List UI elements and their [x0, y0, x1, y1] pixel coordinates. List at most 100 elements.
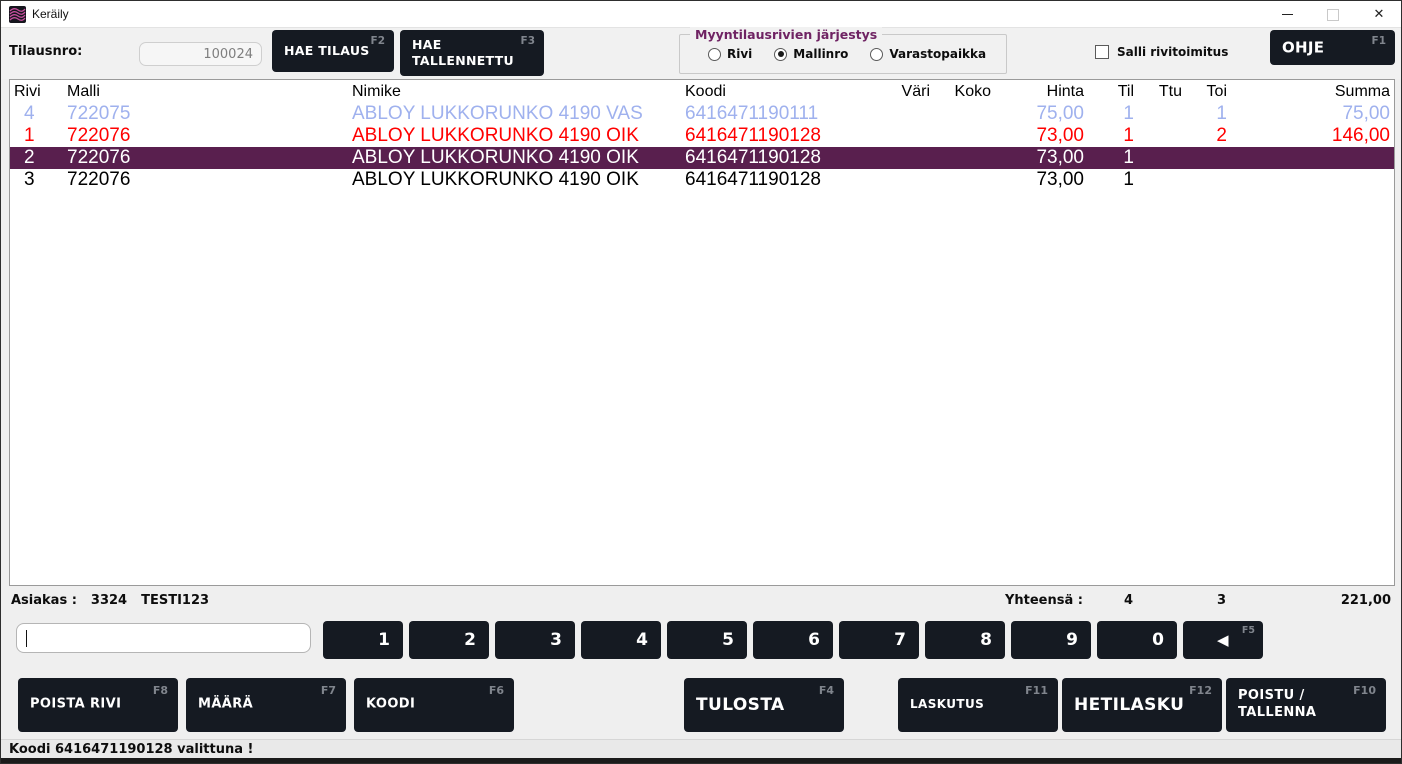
- key-number: 6: [808, 630, 820, 650]
- cell: 6416471190128: [685, 147, 821, 168]
- table-row[interactable]: 3 722076 ABLOY LUKKORUNKO 4190 OIK 64164711…: [10, 169, 1394, 191]
- order-number-input[interactable]: [139, 42, 262, 66]
- column-header-malli: Malli: [67, 82, 100, 100]
- maximize-icon: [1327, 8, 1339, 21]
- cell: 722076: [67, 169, 131, 190]
- invoicing-button[interactable]: LASKUTUS F11: [898, 678, 1058, 732]
- fkey-hint: F10: [1353, 684, 1376, 697]
- key-number: 3: [550, 630, 562, 650]
- keypad-key-9[interactable]: 9: [1011, 621, 1091, 659]
- cell: 73,00: [1036, 125, 1084, 146]
- column-header-til: Til: [1117, 82, 1134, 100]
- fkey-hint: F7: [320, 684, 336, 697]
- keypad-key-4[interactable]: 4: [581, 621, 661, 659]
- keypad-key-3[interactable]: 3: [495, 621, 575, 659]
- cell: 6416471190128: [685, 125, 821, 146]
- radio-varastopaikka[interactable]: Varastopaikka: [870, 47, 986, 61]
- total-label: Yhteensä :: [1004, 592, 1083, 608]
- customer-label: Asiakas :: [11, 592, 77, 608]
- key-number: 0: [1152, 630, 1164, 650]
- radio-mallinro[interactable]: Mallinro: [774, 47, 848, 61]
- radio-icon[interactable]: [870, 47, 884, 61]
- table-row[interactable]: 2 722076 ABLOY LUKKORUNKO 4190 OIK 64164711…: [10, 147, 1394, 169]
- cell: 1: [24, 125, 35, 146]
- table-body: 4 722075 ABLOY LUKKORUNKO 4190 VAS 64164711…: [10, 103, 1394, 191]
- column-header-hinta: Hinta: [1046, 82, 1084, 100]
- title-bar: Keräily ✕: [1, 1, 1401, 28]
- fkey-hint: F12: [1189, 684, 1212, 697]
- print-button[interactable]: TULOSTA F4: [684, 678, 844, 732]
- cell: ABLOY LUKKORUNKO 4190 OIK: [352, 169, 639, 190]
- column-header-rivi: Rivi: [14, 82, 41, 100]
- table-row[interactable]: 1 722076 ABLOY LUKKORUNKO 4190 OIK 64164711…: [10, 125, 1394, 147]
- key-number: 9: [1066, 630, 1078, 650]
- cell: 146,00: [1331, 125, 1390, 146]
- keypad-backspace-button[interactable]: ◀ F5: [1183, 621, 1263, 659]
- fetch-order-button[interactable]: HAE TILAUS F2: [272, 30, 394, 72]
- column-header-väri: Väri: [901, 82, 930, 100]
- fkey-hint: F3: [520, 35, 535, 47]
- exit-save-button[interactable]: POISTU / TALLENNA F10: [1226, 678, 1386, 732]
- quantity-button[interactable]: MÄÄRÄ F7: [186, 678, 346, 732]
- cell: 1: [1216, 103, 1227, 124]
- radio-icon[interactable]: [774, 47, 788, 61]
- cell: 2: [24, 147, 35, 168]
- cell: 73,00: [1036, 169, 1084, 190]
- left-triangle-icon: ◀: [1217, 631, 1229, 649]
- checkbox-box[interactable]: [1095, 45, 1109, 59]
- cell: 722076: [67, 147, 131, 168]
- fkey-hint: F2: [370, 35, 385, 47]
- key-number: 1: [378, 630, 390, 650]
- fkey-hint: F4: [818, 684, 834, 697]
- column-header-koko: Koko: [954, 82, 991, 100]
- customer-number: 3324: [90, 592, 128, 608]
- minimize-button[interactable]: [1264, 1, 1310, 28]
- allow-row-delivery-checkbox[interactable]: Salli rivitoimitus: [1095, 45, 1228, 59]
- close-icon: ✕: [1373, 7, 1385, 22]
- instant-invoice-button[interactable]: HETILASKU F12: [1062, 678, 1222, 732]
- radio-rivi[interactable]: Rivi: [708, 47, 752, 61]
- cell: 73,00: [1036, 147, 1084, 168]
- table-row[interactable]: 4 722075 ABLOY LUKKORUNKO 4190 VAS 64164711…: [10, 103, 1394, 125]
- keypad-key-5[interactable]: 5: [667, 621, 747, 659]
- order-number-label: Tilausnro:: [9, 44, 83, 59]
- text-caret: [26, 630, 27, 647]
- cell: ABLOY LUKKORUNKO 4190 VAS: [352, 103, 643, 124]
- code-button[interactable]: KOODI F6: [354, 678, 514, 732]
- keypad-key-1[interactable]: 1: [323, 621, 403, 659]
- fkey-hint: F6: [488, 684, 504, 697]
- key-number: 4: [636, 630, 648, 650]
- sort-order-groupbox: Myyntilausrivien järjestys Rivi Mallinro V…: [679, 27, 1007, 74]
- radio-label: Mallinro: [793, 47, 849, 61]
- fkey-hint: F5: [1241, 625, 1255, 636]
- keypad-key-2[interactable]: 2: [409, 621, 489, 659]
- keypad-key-0[interactable]: 0: [1097, 621, 1177, 659]
- help-button[interactable]: OHJE F1: [1270, 30, 1395, 65]
- window-bottom-edge: [1, 758, 1401, 763]
- radio-label: Rivi: [727, 47, 753, 61]
- column-header-ttu: Ttu: [1158, 82, 1182, 100]
- cell: 1: [1123, 169, 1134, 190]
- code-entry-input[interactable]: [16, 623, 311, 653]
- cell: ABLOY LUKKORUNKO 4190 OIK: [352, 125, 639, 146]
- keypad-key-7[interactable]: 7: [839, 621, 919, 659]
- fetch-saved-button[interactable]: HAE TALLENNETTU F3: [400, 30, 544, 76]
- cell: 722076: [67, 125, 131, 146]
- key-number: 8: [980, 630, 992, 650]
- maximize-button[interactable]: [1310, 1, 1356, 28]
- radio-icon[interactable]: [708, 47, 721, 61]
- window-title: Keräily: [32, 7, 69, 21]
- customer-name: TESTI123: [141, 592, 210, 608]
- delete-row-button[interactable]: POISTA RIVI F8: [18, 678, 178, 732]
- order-lines-table: Rivi Malli Nimike Koodi Väri Koko Hinta Til Ttu T…: [9, 79, 1395, 586]
- close-button[interactable]: ✕: [1356, 1, 1401, 28]
- status-text: Koodi 6416471190128 valittuna !: [9, 741, 254, 757]
- column-header-nimike: Nimike: [352, 82, 401, 100]
- cell: 6416471190128: [685, 169, 821, 190]
- keypad-key-8[interactable]: 8: [925, 621, 1005, 659]
- keypad-key-6[interactable]: 6: [753, 621, 833, 659]
- cell: 1: [1123, 103, 1134, 124]
- total-til: 4: [1123, 592, 1133, 608]
- column-header-koodi: Koodi: [685, 82, 726, 100]
